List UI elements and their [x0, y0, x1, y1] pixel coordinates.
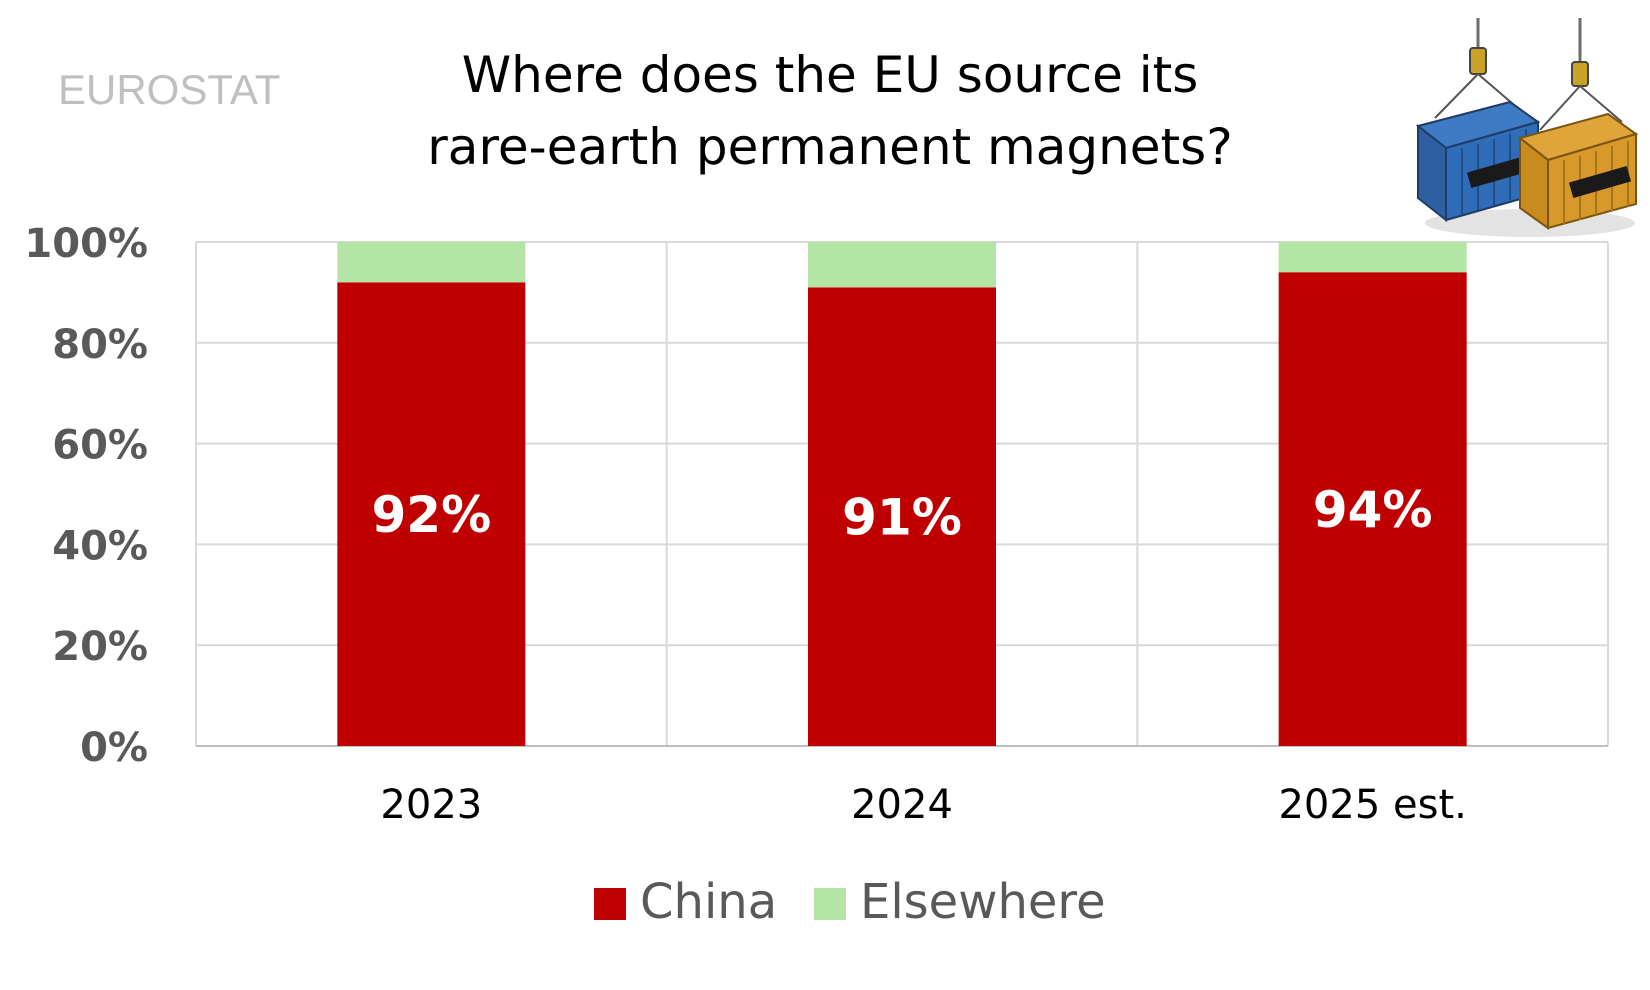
y-tick-label: 20%: [52, 624, 148, 670]
source-label: EUROSTAT: [58, 66, 280, 113]
bar-china-1: [808, 287, 996, 746]
bar-data-label: 94%: [1313, 481, 1433, 539]
x-tick-label: 2025 est.: [1278, 782, 1466, 828]
soapbox-logo-icon: [1415, 18, 1639, 237]
legend: China Elsewhere: [594, 874, 1106, 930]
legend-swatch-elsewhere: [814, 888, 846, 920]
bar-china-0: [337, 282, 526, 746]
bar-elsewhere-1: [808, 242, 996, 288]
y-tick-label: 80%: [52, 322, 148, 368]
legend-swatch-china: [594, 888, 626, 920]
legend-label-china: China: [640, 874, 777, 930]
bar-elsewhere-2: [1278, 242, 1467, 273]
y-tick-label: 40%: [52, 523, 148, 569]
y-tick-label: 0%: [80, 725, 148, 771]
chart-title-line-1: Where does the EU source its: [462, 46, 1199, 104]
x-tick-label: 2024: [851, 782, 953, 828]
y-tick-label: 60%: [52, 423, 148, 469]
legend-label-elsewhere: Elsewhere: [860, 874, 1106, 930]
bars-layer: 92% 91% 94%: [337, 242, 1467, 746]
chart-title-line-2: rare-earth permanent magnets?: [427, 118, 1233, 176]
bar-data-label: 92%: [371, 486, 491, 544]
bar-china-2: [1278, 272, 1467, 746]
x-tick-label: 2023: [380, 782, 482, 828]
bar-data-label: 91%: [842, 489, 962, 547]
y-tick-label: 100%: [24, 221, 148, 267]
x-axis-tick-labels: 2023 2024 2025 est.: [380, 782, 1466, 828]
bar-elsewhere-0: [337, 242, 526, 283]
y-axis-tick-labels: 0% 20% 40% 60% 80% 100%: [24, 221, 148, 771]
